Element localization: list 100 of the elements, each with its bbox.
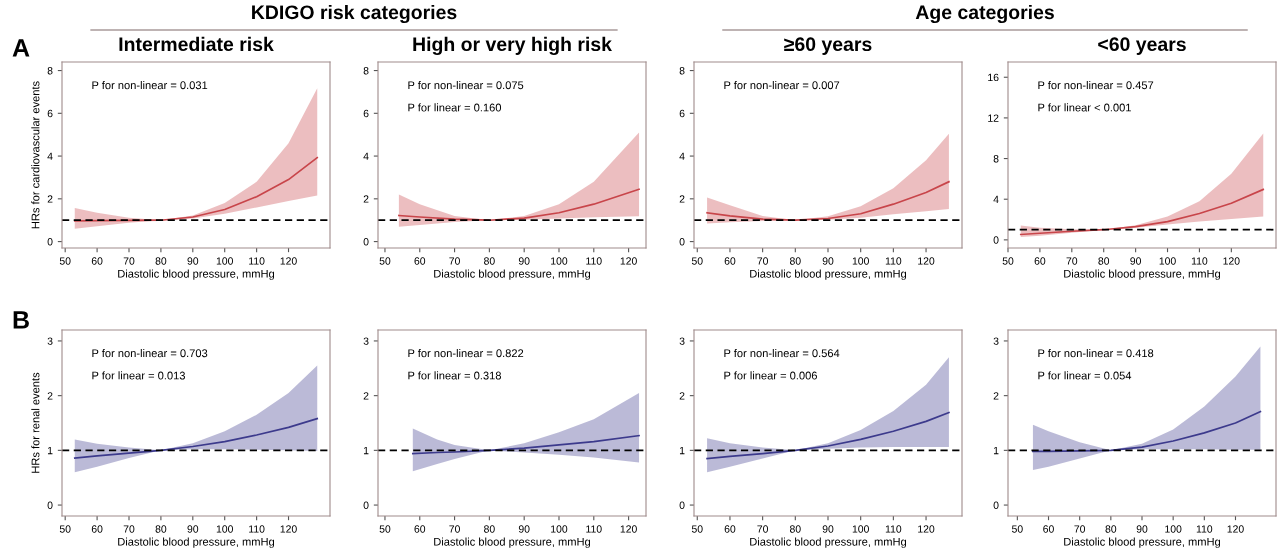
x-tick-label: 90 [187,525,199,533]
x-axis-title: Diastolic blood pressure, mmHg [1064,537,1221,548]
annotation: P for non-linear = 0.564 [724,349,840,358]
y-tick-label: 2 [47,392,53,400]
x-tick-label: 50 [1011,525,1023,533]
x-tick-label: 50 [1002,257,1014,265]
x-tick-label: 100 [551,525,568,533]
y-tick-label: 0 [993,501,999,509]
line-series [706,180,950,222]
y-tick-label: 3 [679,337,685,345]
x-tick-label: 60 [414,257,426,265]
y-tick-label: 2 [679,392,685,400]
x-axis-title: Diastolic blood pressure, mmHg [118,269,275,280]
annotation: P for non-linear = 0.418 [1038,349,1154,358]
text: B [13,311,29,329]
line-series [73,417,319,459]
y-tick-label: 8 [47,67,53,75]
x-tick-label: 60 [414,525,426,533]
y-tick-label: 1 [47,446,53,455]
x-tick-label: 90 [518,257,530,265]
x-tick-label: 100 [551,257,568,265]
y-tick-label: 0 [47,501,53,509]
y-tick-label: 8 [363,67,369,75]
x-tick-label: 80 [789,525,801,533]
x-tick-label: 80 [1098,257,1110,265]
annotation: P for linear = 0.006 [724,371,817,380]
x-axis-title: Diastolic blood pressure, mmHg [118,537,275,548]
x-tick-label: 70 [123,525,135,533]
x-tick-label: 80 [484,257,495,265]
y-tick-label: 2 [363,195,369,203]
x-tick-label: 90 [518,525,530,533]
x-tick-label: 90 [822,525,834,533]
y-tick-label: 1 [679,446,685,455]
line-series [73,156,319,222]
y-tick-label: 6 [363,109,369,118]
x-tick-label: 110 [586,257,602,265]
x-tick-label: 110 [885,525,902,533]
y-tick-label: 0 [363,501,369,509]
x-tick-label: 80 [1105,525,1117,533]
x-tick-label: 120 [918,525,935,533]
y-tick-label: 6 [679,109,685,118]
x-tick-label: 70 [757,525,769,533]
annotation: P for non-linear = 0.703 [92,349,208,358]
y-tick-label: 4 [993,195,999,203]
x-tick-label: 70 [449,525,460,533]
chart-title: ≥60 years [784,37,872,55]
x-tick-label: 50 [59,525,71,533]
x-tick-label: 50 [691,257,703,265]
x-tick-label: 50 [691,525,703,533]
x-tick-label: 60 [91,257,103,265]
x-tick-label: 110 [586,525,602,533]
line-series [706,411,950,460]
y-tick-label: 8 [993,155,999,163]
x-tick-label: 80 [484,525,495,533]
chart-title: <60 years [1098,37,1186,55]
x-tick-label: 80 [789,257,801,265]
annotation: P for non-linear = 0.457 [1038,81,1154,90]
x-tick-label: 80 [155,257,167,265]
x-tick-label: 120 [620,257,637,265]
chart-subtitle: KDIGO risk categories [252,4,457,24]
x-tick-label: 70 [449,257,460,265]
x-tick-label: 100 [1159,257,1176,265]
y-tick-label: 3 [363,337,369,345]
x-tick-label: 70 [123,257,135,265]
x-tick-label: 120 [620,525,637,533]
chart-title: High or very high risk [413,36,612,56]
annotation: P for linear < 0.001 [1038,103,1131,112]
x-tick-label: 120 [280,525,297,533]
y-tick-label: 2 [679,195,685,203]
text: A [12,39,30,57]
x-tick-label: 120 [1227,525,1244,533]
annotation: P for linear = 0.160 [408,103,502,112]
x-tick-label: 110 [249,257,265,265]
y-tick-label: 12 [988,114,999,122]
annotation: P for non-linear = 0.007 [724,81,840,90]
x-tick-label: 110 [1191,257,1208,265]
x-tick-label: 90 [1130,257,1142,265]
y-tick-label: 2 [363,392,369,400]
y-tick-label: 16 [988,73,999,82]
x-axis-title: Diastolic blood pressure, mmHg [1064,269,1221,280]
annotation: P for non-linear = 0.031 [92,81,208,90]
x-tick-label: 110 [249,525,265,533]
x-tick-label: 100 [216,257,233,265]
x-tick-label: 60 [724,525,736,533]
y-tick-label: 4 [679,152,685,160]
y-tick-label: 1 [993,446,999,455]
y-tick-label: 4 [363,152,369,160]
y-tick-label: 8 [679,67,685,75]
x-axis-title: Diastolic blood pressure, mmHg [750,537,907,548]
line-series [1019,188,1265,236]
y-tick-label: 0 [679,501,685,509]
annotation: P for linear = 0.318 [408,371,501,380]
x-tick-label: 100 [216,525,233,533]
line-series [1032,410,1262,453]
x-tick-label: 100 [852,257,869,265]
y-tick-label: 4 [47,152,53,160]
annotation: P for linear = 0.054 [1038,371,1132,380]
line-series [398,188,640,222]
x-axis-title: Diastolic blood pressure, mmHg [750,269,907,280]
x-tick-label: 60 [724,257,736,265]
